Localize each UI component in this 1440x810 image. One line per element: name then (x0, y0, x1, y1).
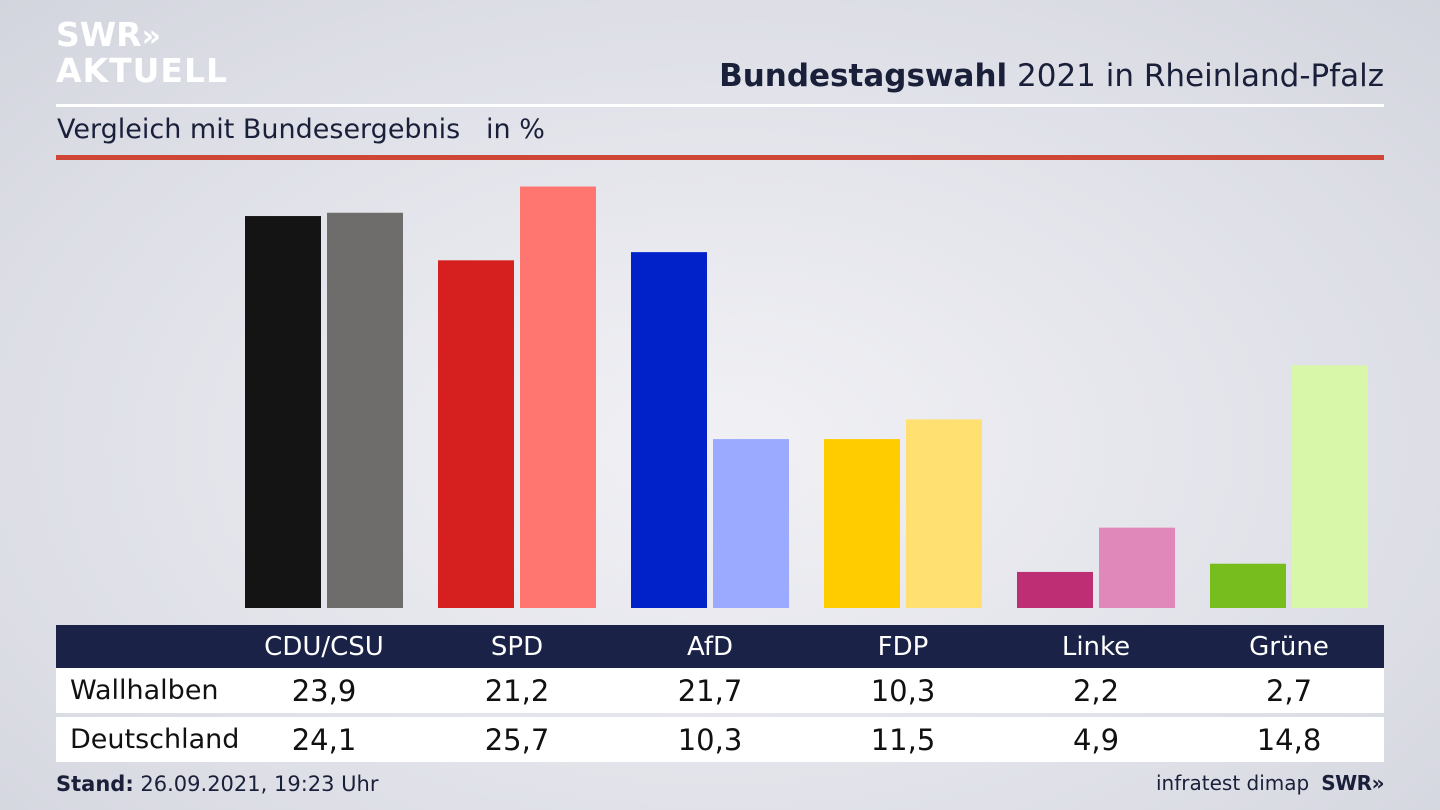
chart-title-rest: 2021 in Rheinland-Pfalz (1007, 58, 1384, 94)
bar-cdu-csu-wallhalben (245, 216, 321, 609)
chart-title: Bundestagswahl 2021 in Rheinland-Pfalz (719, 58, 1384, 94)
title-divider (56, 104, 1384, 107)
swr-footer-logo: SWR» (1321, 771, 1384, 795)
chart-subtitle: Vergleich mit Bundesergebnis in % (57, 114, 545, 145)
swr-aktuell-logo: SWR» AKTUELL (56, 18, 228, 88)
value-cell: 2,7 (1265, 673, 1313, 708)
value-cell: 23,9 (291, 673, 357, 708)
accent-divider (56, 155, 1384, 160)
bar-chart (245, 186, 1368, 609)
logo-swr: SWR (56, 15, 142, 54)
value-cell: 25,7 (484, 722, 550, 757)
party-header: Grüne (1249, 631, 1329, 662)
value-cell: 11,5 (870, 722, 936, 757)
party-header: SPD (490, 631, 544, 662)
row-label: Deutschland (70, 724, 240, 755)
bar-fdp-wallhalben (824, 439, 900, 608)
party-header: AfD (686, 631, 734, 662)
bar-gr-ne-deutschland (1292, 365, 1368, 608)
stand-value: 26.09.2021, 19:23 Uhr (133, 772, 379, 796)
stand-label: Stand: (56, 772, 134, 796)
value-cell: 14,8 (1256, 722, 1322, 757)
value-cell: 21,2 (484, 673, 550, 708)
bar-afd-deutschland (713, 439, 789, 608)
results-table: CDU/CSU SPD AfD FDP Linke Grüne Wallhalben 23… (56, 625, 1384, 762)
party-header: FDP (877, 631, 929, 662)
party-header: CDU/CSU (264, 631, 384, 662)
party-header: Linke (1061, 631, 1131, 662)
timestamp: Stand: 26.09.2021, 19:23 Uhr (56, 772, 379, 796)
value-cell: 4,9 (1072, 722, 1120, 757)
value-cell: 2,2 (1072, 673, 1120, 708)
value-cell: 10,3 (870, 673, 936, 708)
bar-linke-deutschland (1099, 527, 1175, 608)
bar-fdp-deutschland (906, 419, 982, 608)
bar-spd-deutschland (520, 186, 596, 608)
logo-aktuell: AKTUELL (56, 51, 229, 90)
bar-linke-wallhalben (1017, 571, 1093, 608)
bar-afd-wallhalben (631, 252, 707, 608)
row-label: Wallhalben (70, 675, 219, 706)
bar-cdu-csu-deutschland (327, 212, 403, 608)
party-header-row: CDU/CSU SPD AfD FDP Linke Grüne (56, 625, 1384, 668)
chart-title-bold: Bundestagswahl (719, 58, 1008, 94)
table-row: Wallhalben 23,9 21,2 21,7 10,3 2,2 2,7 (56, 668, 1384, 713)
value-cell: 10,3 (677, 722, 743, 757)
source-credit: infratest dimap SWR» (1156, 771, 1384, 795)
bar-spd-wallhalben (438, 260, 514, 608)
source-text: infratest dimap (1156, 771, 1310, 795)
table-row: Deutschland 24,1 25,7 10,3 11,5 4,9 14,8 (56, 717, 1384, 762)
bar-gr-ne-wallhalben (1210, 563, 1286, 608)
value-cell: 24,1 (291, 722, 357, 757)
value-cell: 21,7 (677, 673, 743, 708)
